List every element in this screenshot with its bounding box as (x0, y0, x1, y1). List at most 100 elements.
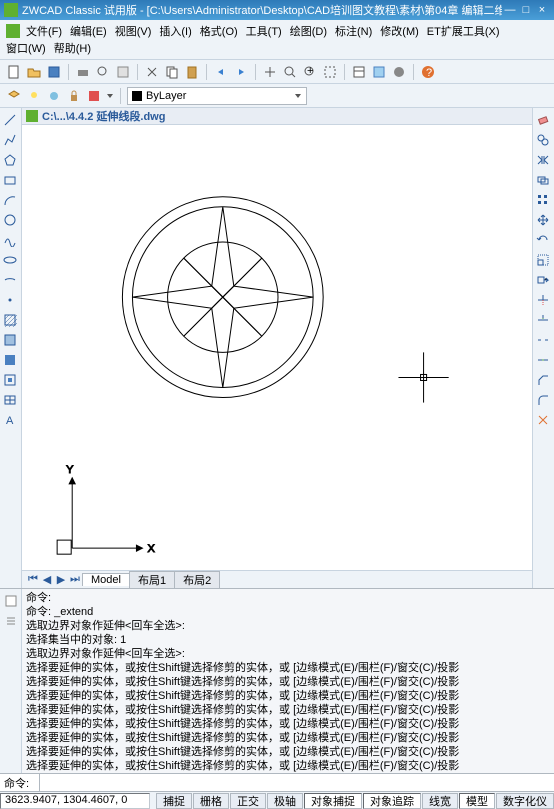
pline-icon[interactable] (2, 132, 18, 148)
undo-button[interactable] (213, 64, 229, 80)
document-title-bar: C:\...\4.4.2 延伸线段.dwg (22, 108, 532, 125)
props-button[interactable] (351, 64, 367, 80)
tab-next[interactable]: ▶ (54, 573, 68, 586)
circle-icon[interactable] (2, 212, 18, 228)
tab-prev[interactable]: ◀ (40, 573, 54, 586)
ellipse-arc-icon[interactable] (2, 272, 18, 288)
tab-last[interactable]: ⏭ (68, 573, 82, 586)
standard-toolbar: + ? (0, 60, 554, 84)
scale-icon[interactable] (535, 252, 551, 268)
tab-first[interactable]: ⏮ (26, 573, 40, 586)
lock-icon[interactable] (66, 88, 82, 104)
menu-et[interactable]: ET扩展工具(X) (427, 23, 500, 39)
tab-layout1[interactable]: 布局1 (129, 571, 175, 588)
copy-button[interactable] (164, 64, 180, 80)
command-history: 命令:命令: _extend选取边界对象作延伸<回车全选>:选择集当中的对象: … (22, 589, 554, 773)
menu-view[interactable]: 视图(V) (115, 23, 152, 39)
command-line: 选取边界对象作延伸<回车全选>: (26, 647, 550, 661)
move-icon[interactable] (535, 212, 551, 228)
crosshair-cursor (398, 353, 448, 403)
region-icon[interactable] (2, 332, 18, 348)
copy-icon[interactable] (535, 132, 551, 148)
stretch-icon[interactable] (535, 272, 551, 288)
menu-edit[interactable]: 编辑(E) (70, 23, 107, 39)
redo-button[interactable] (233, 64, 249, 80)
chamfer-icon[interactable] (535, 372, 551, 388)
line-icon[interactable] (2, 112, 18, 128)
close-button[interactable]: × (534, 4, 550, 16)
menu-help[interactable]: 帮助(H) (54, 40, 91, 56)
layer-dropdown[interactable]: ByLayer (127, 87, 307, 105)
command-line: 选择要延伸的实体，或按住Shift键选择修剪的实体，或 [边缘模式(E)/围栏(… (26, 703, 550, 717)
document-title: C:\...\4.4.2 延伸线段.dwg (42, 108, 165, 124)
command-line: 选择集当中的对象: 1 (26, 633, 550, 647)
trim-icon[interactable] (535, 292, 551, 308)
pan-button[interactable] (262, 64, 278, 80)
tab-layout2[interactable]: 布局2 (174, 571, 220, 588)
ucs-icon: X Y (57, 464, 155, 555)
hatch-icon[interactable] (2, 312, 18, 328)
freeze-icon[interactable] (46, 88, 62, 104)
insert-icon[interactable] (2, 372, 18, 388)
design-button[interactable] (371, 64, 387, 80)
cmd-hist-icon[interactable] (3, 613, 19, 629)
explode-icon[interactable] (535, 412, 551, 428)
table-icon[interactable] (2, 392, 18, 408)
zoom-ext-button[interactable]: + (302, 64, 318, 80)
point-icon[interactable] (2, 292, 18, 308)
zoom-button[interactable] (282, 64, 298, 80)
layer-mgr-button[interactable] (6, 88, 22, 104)
print-button[interactable] (75, 64, 91, 80)
erase-icon[interactable] (535, 112, 551, 128)
menu-dimension[interactable]: 标注(N) (335, 23, 372, 39)
offset-icon[interactable] (535, 172, 551, 188)
color-icon[interactable] (86, 88, 102, 104)
menu-format[interactable]: 格式(O) (200, 23, 238, 39)
cmd-scroll-icon[interactable] (3, 593, 19, 609)
command-input[interactable] (40, 774, 554, 791)
spline-icon[interactable] (2, 232, 18, 248)
array-icon[interactable] (535, 192, 551, 208)
doc-icon (26, 110, 38, 122)
tool-button[interactable] (391, 64, 407, 80)
rotate-icon[interactable] (535, 232, 551, 248)
block-icon[interactable] (2, 352, 18, 368)
menu-modify[interactable]: 修改(M) (380, 23, 419, 39)
minimize-button[interactable]: — (502, 4, 518, 16)
cut-button[interactable] (144, 64, 160, 80)
ellipse-icon[interactable] (2, 252, 18, 268)
svg-text:+: + (307, 65, 313, 77)
fillet-icon[interactable] (535, 392, 551, 408)
menu-file[interactable]: 文件(F) (26, 23, 62, 39)
command-line: 选择要延伸的实体，或按住Shift键选择修剪的实体，或 [边缘模式(E)/围栏(… (26, 745, 550, 759)
mirror-icon[interactable] (535, 152, 551, 168)
command-line: 选择要延伸的实体，或按住Shift键选择修剪的实体，或 [边缘模式(E)/围栏(… (26, 675, 550, 689)
arc-icon[interactable] (2, 192, 18, 208)
text-icon[interactable]: A (2, 412, 18, 428)
help-icon[interactable]: ? (420, 64, 436, 80)
break-icon[interactable] (535, 332, 551, 348)
layer-name: ByLayer (146, 90, 186, 102)
status-bar: 3623.9407, 1304.4607, 0 捕捉栅格正交极轴对象捕捉对象追踪… (0, 791, 554, 809)
maximize-button[interactable]: □ (518, 4, 534, 16)
join-icon[interactable] (535, 352, 551, 368)
menu-insert[interactable]: 插入(I) (159, 23, 191, 39)
new-button[interactable] (6, 64, 22, 80)
drawing-canvas[interactable]: X Y (22, 125, 532, 570)
polygon-icon[interactable] (2, 152, 18, 168)
tab-model[interactable]: Model (82, 573, 130, 586)
extend-icon[interactable] (535, 312, 551, 328)
publish-button[interactable] (115, 64, 131, 80)
light-icon[interactable] (26, 88, 42, 104)
menu-window[interactable]: 窗口(W) (6, 40, 46, 56)
menu-tools[interactable]: 工具(T) (246, 23, 282, 39)
command-line: 选择要延伸的实体，或按住Shift键选择修剪的实体，或 [边缘模式(E)/围栏(… (26, 689, 550, 703)
window-title: ZWCAD Classic 试用版 - [C:\Users\Administra… (22, 2, 502, 18)
rect-icon[interactable] (2, 172, 18, 188)
zoom-win-button[interactable] (322, 64, 338, 80)
menu-draw[interactable]: 绘图(D) (290, 23, 327, 39)
open-button[interactable] (26, 64, 42, 80)
save-button[interactable] (46, 64, 62, 80)
paste-button[interactable] (184, 64, 200, 80)
preview-button[interactable] (95, 64, 111, 80)
